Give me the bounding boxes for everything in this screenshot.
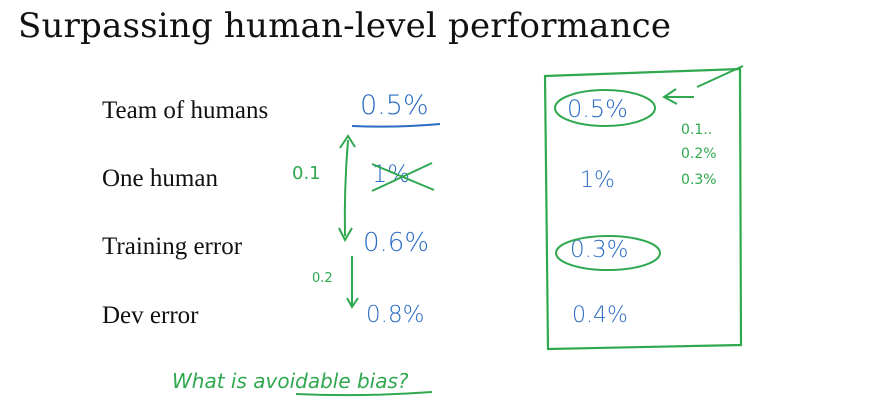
side-note-1: 0.1.. — [681, 122, 713, 138]
value-team-of-humans-a: 0.5% — [360, 90, 429, 121]
side-note-3: 0.3% — [681, 172, 717, 188]
arrow-train-dev-head — [346, 297, 359, 309]
avoidable-bias-question: What is avoidable bias? — [172, 369, 409, 393]
value-training-error-b: 0.3% — [570, 237, 629, 263]
double-arrow-head-down — [338, 227, 353, 243]
pointer-line — [696, 65, 744, 88]
label-team-of-humans: Team of humans — [102, 97, 269, 124]
value-dev-error-a: 0.8% — [366, 302, 425, 328]
label-one-human: One human — [102, 165, 218, 192]
value-training-error-a: 0.6% — [363, 228, 430, 258]
value-one-human-b: 1% — [580, 168, 615, 193]
label-training-error: Training error — [102, 233, 243, 260]
value-dev-error-b: 0.4% — [572, 303, 628, 328]
gap-label-0-2: 0.2 — [312, 271, 333, 286]
value-one-human-a: 1% — [372, 160, 411, 188]
value-team-of-humans-b: 0.5% — [567, 95, 628, 123]
underline-team-value — [351, 123, 441, 128]
slide-title: Surpassing human-level performance — [18, 6, 672, 46]
side-note-2: 0.2% — [681, 146, 717, 162]
pointer-arrow-head — [662, 88, 678, 105]
label-dev-error: Dev error — [102, 302, 199, 329]
double-arrow-shaft — [343, 139, 349, 237]
double-arrow-head-up — [339, 134, 356, 149]
gap-label-0-1: 0.1 — [292, 163, 321, 184]
